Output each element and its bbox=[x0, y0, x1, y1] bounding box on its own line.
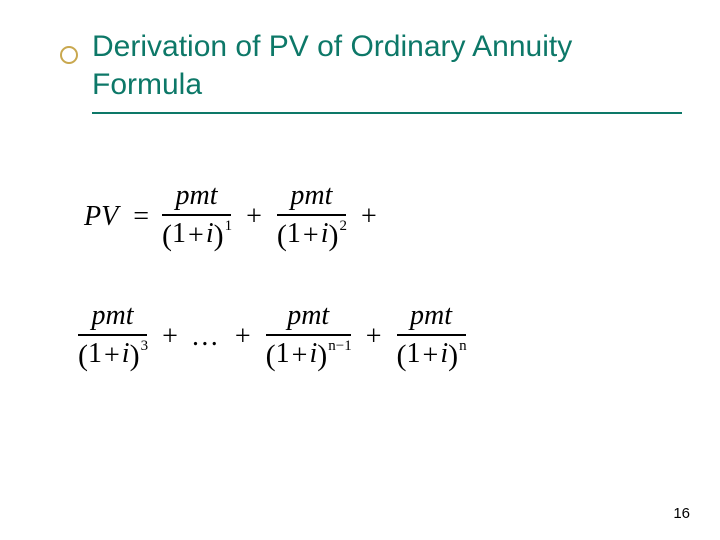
ellipsis: … bbox=[191, 321, 222, 353]
title-underline bbox=[92, 112, 682, 114]
slide-title: Derivation of PV of Ordinary Annuity For… bbox=[92, 28, 652, 103]
exponent-3: 3 bbox=[141, 338, 149, 354]
numerator: pmt bbox=[266, 300, 351, 334]
formula-line-1: PV = pmt (1+i)1 + pmt (1+i)2 + bbox=[84, 180, 383, 253]
page-number: 16 bbox=[673, 505, 690, 522]
equals-sign: = bbox=[133, 201, 149, 233]
exponent-1: 1 bbox=[225, 218, 233, 234]
lhs: PV bbox=[84, 201, 118, 233]
exponent-n-1: n−1 bbox=[328, 338, 351, 354]
numerator: pmt bbox=[397, 300, 466, 334]
plus: + bbox=[360, 321, 388, 353]
term-3: pmt (1+i)3 bbox=[78, 300, 147, 373]
term-n: pmt (1+i)n bbox=[397, 300, 466, 373]
term-n-minus-1: pmt (1+i)n−1 bbox=[266, 300, 351, 373]
numerator: pmt bbox=[162, 180, 231, 214]
plus: + bbox=[240, 201, 268, 233]
numerator: pmt bbox=[78, 300, 147, 334]
title-bullet bbox=[60, 46, 78, 64]
term-1: pmt (1+i)1 bbox=[162, 180, 231, 253]
plus: + bbox=[355, 201, 383, 233]
plus: + bbox=[229, 321, 257, 353]
term-2: pmt (1+i)2 bbox=[277, 180, 346, 253]
exponent-2: 2 bbox=[339, 218, 347, 234]
numerator: pmt bbox=[277, 180, 346, 214]
formula-line-2: pmt (1+i)3 + … + pmt (1+i)n−1 + pmt (1+i… bbox=[76, 300, 468, 373]
plus: + bbox=[156, 321, 184, 353]
exponent-n: n bbox=[459, 338, 467, 354]
